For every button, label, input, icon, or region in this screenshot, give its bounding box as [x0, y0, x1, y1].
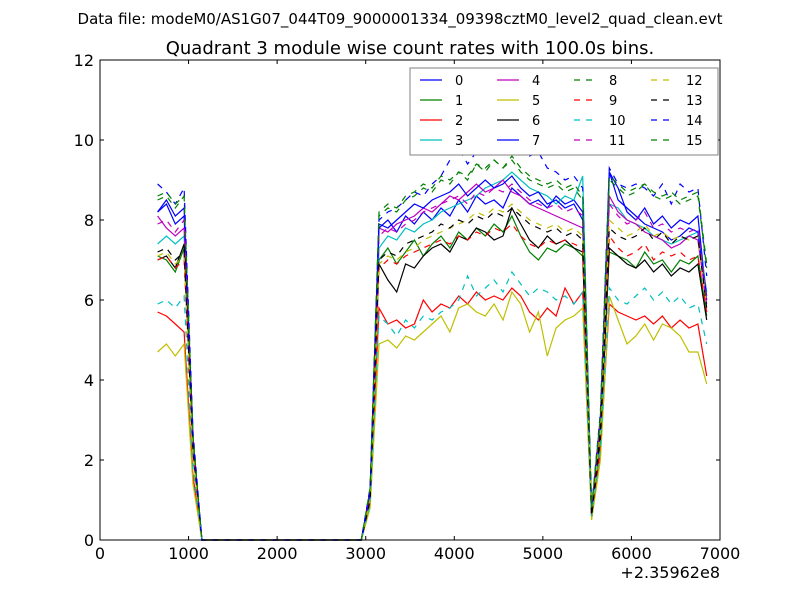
- legend-label-10: 10: [609, 114, 626, 129]
- series-line-4: [157, 179, 708, 541]
- legend-label-12: 12: [686, 74, 703, 89]
- series-line-12: [157, 203, 708, 541]
- series-line-1: [157, 214, 708, 541]
- series-line-15: [157, 154, 708, 541]
- legend-label-2: 2: [455, 114, 463, 129]
- series-line-5: [157, 290, 708, 541]
- legend-label-13: 13: [686, 94, 703, 109]
- y-tick-label: 0: [84, 531, 94, 550]
- series-line-0: [157, 169, 708, 541]
- series-line-3: [157, 171, 708, 541]
- legend-label-5: 5: [532, 94, 540, 109]
- y-tick-label: 10: [74, 131, 94, 150]
- y-tick-label: 4: [84, 371, 94, 390]
- y-tick-label: 2: [84, 451, 94, 470]
- legend-label-8: 8: [609, 74, 617, 89]
- x-offset-label: +2.35962e8: [620, 563, 720, 582]
- legend-label-7: 7: [532, 134, 540, 149]
- x-tick-label: 7000: [700, 544, 741, 563]
- x-tick-label: 0: [95, 544, 105, 563]
- x-tick-label: 1000: [168, 544, 209, 563]
- y-tick-label: 8: [84, 211, 94, 230]
- series-line-13: [157, 207, 708, 541]
- series-line-8: [157, 159, 708, 541]
- y-tick-label: 6: [84, 291, 94, 310]
- chart-title: Quadrant 3 module wise count rates with …: [166, 38, 655, 59]
- series-line-2: [157, 286, 708, 541]
- legend-label-0: 0: [455, 74, 463, 89]
- series-line-7: [157, 171, 708, 541]
- x-tick-label: 2000: [257, 544, 298, 563]
- series-line-9: [157, 223, 708, 541]
- legend-label-14: 14: [686, 114, 703, 129]
- legend-label-1: 1: [455, 94, 463, 109]
- plot-area: 0 1000 2000 3000 4000 5000 6000 7000024681012+2…: [74, 51, 741, 582]
- x-tick-label: 5000: [522, 544, 563, 563]
- series-line-11: [157, 183, 708, 541]
- series-line-14: [157, 122, 708, 541]
- legend-label-3: 3: [455, 134, 463, 149]
- x-tick-label: 6000: [611, 544, 652, 563]
- series-line-6: [157, 206, 708, 541]
- figure-suptitle: Data file: modeM0/AS1G07_044T09_90000013…: [78, 10, 723, 29]
- legend-label-9: 9: [609, 94, 617, 109]
- legend-label-4: 4: [532, 74, 540, 89]
- legend-label-6: 6: [532, 114, 540, 129]
- y-tick-label: 12: [74, 51, 94, 70]
- legend-label-11: 11: [609, 134, 626, 149]
- legend-label-15: 15: [686, 134, 703, 149]
- x-tick-label: 3000: [345, 544, 386, 563]
- x-tick-label: 4000: [434, 544, 475, 563]
